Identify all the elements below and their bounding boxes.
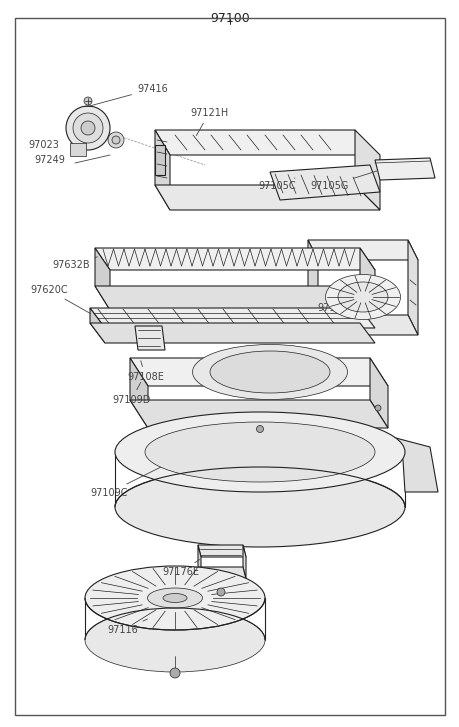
- Text: 97105C: 97105C: [257, 178, 295, 191]
- Circle shape: [256, 425, 263, 433]
- Text: 97108E: 97108E: [127, 361, 163, 382]
- Polygon shape: [95, 248, 374, 270]
- Polygon shape: [90, 323, 374, 343]
- Polygon shape: [391, 437, 437, 492]
- Ellipse shape: [192, 345, 347, 400]
- Text: 97249: 97249: [34, 155, 65, 165]
- Circle shape: [84, 97, 92, 105]
- Text: 97620C: 97620C: [30, 285, 90, 313]
- Polygon shape: [95, 286, 374, 310]
- Ellipse shape: [115, 467, 404, 547]
- Ellipse shape: [162, 593, 187, 603]
- Polygon shape: [130, 358, 148, 428]
- Ellipse shape: [85, 566, 264, 630]
- Polygon shape: [308, 240, 417, 260]
- Polygon shape: [197, 567, 246, 579]
- Text: 97105G: 97105G: [309, 171, 376, 191]
- Text: 97121F: 97121F: [316, 300, 353, 313]
- Ellipse shape: [147, 588, 202, 608]
- Circle shape: [108, 132, 124, 148]
- Polygon shape: [308, 315, 417, 335]
- Polygon shape: [197, 545, 201, 579]
- Polygon shape: [269, 165, 379, 200]
- Text: 97632B: 97632B: [52, 257, 97, 270]
- Polygon shape: [374, 158, 434, 180]
- Polygon shape: [130, 358, 387, 386]
- Polygon shape: [134, 326, 165, 350]
- Polygon shape: [407, 240, 417, 335]
- Circle shape: [374, 405, 380, 411]
- Polygon shape: [233, 434, 289, 444]
- Circle shape: [217, 588, 224, 596]
- Polygon shape: [155, 185, 379, 210]
- Text: 97116: 97116: [107, 619, 147, 635]
- Ellipse shape: [145, 422, 374, 482]
- Ellipse shape: [337, 282, 387, 312]
- Circle shape: [170, 668, 179, 678]
- Text: 97176E: 97176E: [162, 560, 199, 577]
- Polygon shape: [130, 400, 387, 428]
- Ellipse shape: [210, 351, 329, 393]
- Polygon shape: [308, 240, 317, 335]
- Ellipse shape: [115, 412, 404, 492]
- Ellipse shape: [325, 275, 400, 319]
- Circle shape: [112, 136, 120, 144]
- Text: 97416: 97416: [89, 84, 168, 106]
- Polygon shape: [359, 248, 374, 310]
- Polygon shape: [90, 308, 105, 343]
- Polygon shape: [155, 130, 170, 210]
- Text: 97109D: 97109D: [112, 382, 150, 405]
- Circle shape: [73, 113, 103, 143]
- Text: 97109C: 97109C: [90, 461, 172, 498]
- Ellipse shape: [85, 608, 264, 672]
- Polygon shape: [354, 130, 379, 210]
- Polygon shape: [155, 130, 369, 155]
- Text: 97100: 97100: [210, 12, 249, 25]
- Circle shape: [81, 121, 95, 135]
- Text: 97023: 97023: [28, 140, 59, 150]
- Polygon shape: [369, 358, 387, 428]
- Polygon shape: [197, 545, 246, 557]
- Polygon shape: [70, 143, 86, 156]
- Polygon shape: [90, 308, 374, 328]
- Text: 97121H: 97121H: [190, 108, 228, 135]
- Circle shape: [66, 106, 110, 150]
- Polygon shape: [155, 145, 165, 175]
- Polygon shape: [242, 545, 246, 579]
- Polygon shape: [95, 248, 110, 310]
